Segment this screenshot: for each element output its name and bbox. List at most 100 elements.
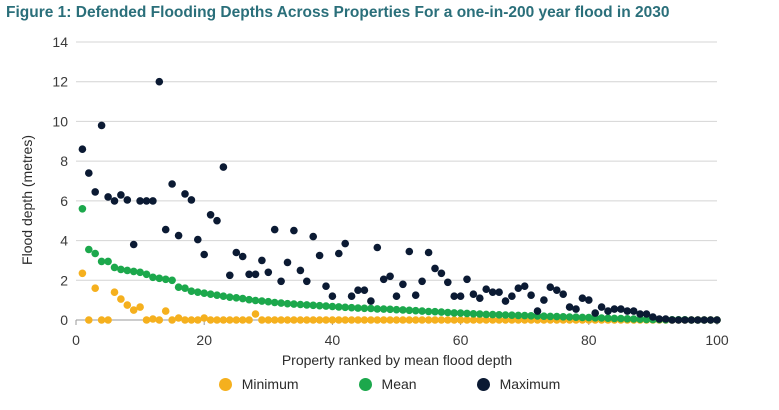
- mean-point: [155, 274, 164, 283]
- maximum-point: [283, 258, 292, 267]
- maximum-point: [270, 225, 279, 234]
- mean-point: [219, 292, 228, 301]
- mean-point: [431, 307, 439, 316]
- maximum-point: [264, 268, 273, 277]
- minimum-point: [226, 316, 234, 324]
- mean-point: [85, 245, 93, 254]
- minimum-point: [187, 316, 196, 324]
- minimum-point: [277, 316, 285, 324]
- mean-point: [501, 311, 510, 319]
- maximum-point: [604, 307, 612, 315]
- maximum-point: [520, 282, 529, 291]
- mean-point: [559, 313, 567, 321]
- maximum-point: [700, 316, 708, 324]
- mean-point: [315, 301, 324, 310]
- maximum-point: [168, 180, 176, 188]
- minimum-point: [437, 316, 446, 324]
- maximum-point: [187, 196, 196, 204]
- mean-point: [553, 312, 561, 321]
- minimum-point: [322, 316, 330, 324]
- maximum-point: [206, 211, 215, 219]
- minimum-point: [495, 316, 503, 324]
- maximum-point: [277, 277, 285, 286]
- mean-point: [585, 313, 593, 322]
- mean-point: [181, 284, 189, 293]
- minimum-point: [450, 316, 459, 324]
- maximum-point: [456, 292, 465, 301]
- mean-point: [514, 311, 523, 320]
- maximum-point: [149, 197, 157, 205]
- series-maximum: [78, 77, 721, 324]
- chart-title: Figure 1: Defended Flooding Depths Acros…: [6, 4, 670, 21]
- maximum-point: [674, 316, 683, 324]
- mean-point: [226, 293, 234, 302]
- maximum-point: [341, 239, 350, 248]
- mean-point: [405, 306, 414, 315]
- y-tick-label: 12: [52, 74, 68, 90]
- minimum-point: [194, 316, 202, 324]
- maximum-point: [629, 307, 638, 315]
- maximum-point: [200, 250, 208, 259]
- maximum-point: [572, 305, 580, 313]
- x-tick-label: 40: [325, 332, 341, 348]
- y-tick-label: 10: [52, 113, 68, 129]
- mean-point: [469, 310, 478, 318]
- maximum-point: [373, 243, 382, 252]
- mean-point: [258, 297, 266, 305]
- maximum-point: [668, 316, 676, 324]
- y-tick-label: 8: [60, 153, 68, 169]
- minimum-point: [303, 316, 311, 324]
- maximum-point: [194, 235, 202, 244]
- legend-item-maximum: Maximum: [476, 376, 560, 392]
- mean-point: [283, 299, 292, 308]
- minimum-point: [78, 269, 87, 278]
- legend-swatch-maximum: [476, 377, 490, 391]
- minimum-point: [123, 301, 132, 309]
- maximum-point: [181, 190, 189, 198]
- minimum-point: [129, 306, 138, 314]
- maximum-point: [424, 248, 433, 257]
- minimum-point: [347, 316, 356, 324]
- minimum-point: [104, 316, 112, 324]
- mean-point: [194, 288, 202, 297]
- minimum-point: [360, 316, 369, 324]
- mean-point: [456, 309, 465, 317]
- maximum-point: [546, 283, 555, 292]
- mean-point: [399, 306, 407, 314]
- x-tick-label: 80: [581, 332, 597, 348]
- minimum-point: [367, 316, 375, 324]
- mean-point: [104, 257, 112, 266]
- mean-point: [187, 287, 196, 296]
- minimum-point: [328, 316, 337, 324]
- mean-point: [347, 303, 356, 312]
- mean-point: [245, 295, 253, 304]
- mean-point: [604, 314, 612, 323]
- minimum-point: [399, 316, 407, 324]
- mean-point: [91, 249, 99, 258]
- minimum-point: [117, 295, 125, 303]
- maximum-point: [405, 247, 414, 256]
- maximum-point: [610, 305, 619, 313]
- mean-point: [290, 300, 298, 308]
- maximum-point: [309, 232, 318, 241]
- mean-point: [264, 297, 273, 306]
- mean-point: [360, 304, 369, 313]
- minimum-point: [200, 314, 208, 322]
- maximum-point: [681, 316, 689, 324]
- mean-point: [373, 305, 382, 313]
- mean-point: [437, 308, 446, 316]
- minimum-point: [155, 316, 164, 324]
- mean-point: [476, 310, 484, 318]
- minimum-point: [85, 316, 93, 324]
- mean-point: [495, 311, 503, 319]
- mean-point: [392, 305, 401, 314]
- minimum-point: [463, 316, 471, 324]
- mean-point: [149, 273, 157, 282]
- mean-point: [161, 275, 170, 284]
- maximum-point: [444, 278, 452, 287]
- x-tick-label: 0: [72, 332, 80, 348]
- maximum-point: [661, 315, 670, 323]
- minimum-point: [264, 316, 273, 324]
- mean-point: [110, 263, 119, 272]
